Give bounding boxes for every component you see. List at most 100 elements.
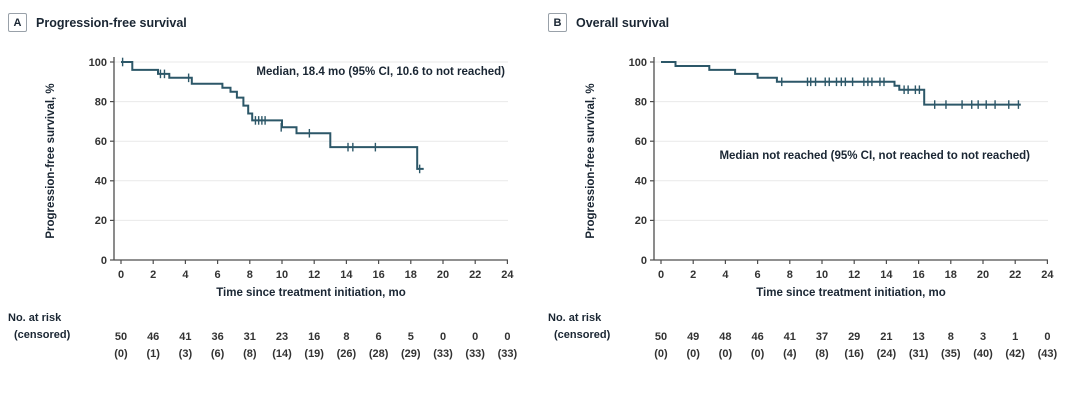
y-tick-label: 40 <box>635 176 647 188</box>
at-risk-value: 41 <box>179 331 191 343</box>
median-annotation-b: Median not reached (95% CI, not reached … <box>719 150 1030 162</box>
y-axis-label: Progression-free survival, % <box>585 83 597 238</box>
at-risk-value: 8 <box>948 331 954 343</box>
x-tick-label: 16 <box>912 269 924 281</box>
x-tick-label: 18 <box>405 269 417 281</box>
at-risk-value: 3 <box>980 331 986 343</box>
at-risk-value: 29 <box>848 331 860 343</box>
censored-value: (8) <box>243 348 257 360</box>
censored-value: (3) <box>179 348 193 360</box>
at-risk-value: 6 <box>376 331 382 343</box>
y-tick-label: 20 <box>95 215 107 227</box>
x-tick-label: 24 <box>1041 269 1054 281</box>
censored-value: (28) <box>369 348 389 360</box>
y-tick-label: 80 <box>635 96 647 108</box>
x-tick-label: 12 <box>308 269 320 281</box>
censored-value: (24) <box>877 348 897 360</box>
at-risk-value: 16 <box>308 331 320 343</box>
censored-value: (8) <box>815 348 829 360</box>
censored-value: (35) <box>941 348 961 360</box>
censored-value: (0) <box>114 348 128 360</box>
panel-b-header: B Overall survival <box>548 13 669 32</box>
censored-value: (0) <box>719 348 733 360</box>
at-risk-value: 0 <box>504 331 510 343</box>
at-risk-label-a: No. at risk <box>8 312 62 324</box>
x-tick-label: 22 <box>1009 269 1021 281</box>
at-risk-value: 46 <box>147 331 159 343</box>
at-risk-value: 50 <box>655 331 667 343</box>
censored-value: (4) <box>783 348 797 360</box>
x-tick-label: 8 <box>787 269 793 281</box>
at-risk-value: 49 <box>687 331 699 343</box>
censored-value: (1) <box>146 348 160 360</box>
panel-a-header: A Progression-free survival <box>8 13 187 32</box>
y-tick-label: 80 <box>95 96 107 108</box>
x-tick-label: 2 <box>690 269 696 281</box>
at-risk-label-b: No. at risk <box>548 312 602 324</box>
x-tick-label: 22 <box>469 269 481 281</box>
y-tick-label: 0 <box>641 255 647 267</box>
median-annotation-a: Median, 18.4 mo (95% CI, 10.6 to not rea… <box>256 66 505 78</box>
censored-value: (33) <box>498 348 518 360</box>
y-tick-label: 20 <box>635 215 647 227</box>
x-tick-label: 12 <box>848 269 860 281</box>
x-tick-label: 20 <box>437 269 449 281</box>
x-tick-label: 6 <box>755 269 761 281</box>
censored-value: (6) <box>211 348 225 360</box>
x-tick-label: 0 <box>118 269 124 281</box>
x-tick-label: 14 <box>880 269 893 281</box>
censored-value: (14) <box>272 348 292 360</box>
panel-b-title: Overall survival <box>576 15 670 30</box>
at-risk-value: 0 <box>472 331 478 343</box>
censored-value: (33) <box>433 348 453 360</box>
x-axis-label: Time since treatment initiation, mo <box>216 287 406 299</box>
y-tick-label: 60 <box>95 136 107 148</box>
x-tick-label: 20 <box>977 269 989 281</box>
censored-value: (19) <box>304 348 324 360</box>
y-tick-label: 60 <box>635 136 647 148</box>
y-tick-label: 0 <box>101 255 107 267</box>
x-tick-label: 4 <box>182 269 189 281</box>
censored-value: (16) <box>844 348 864 360</box>
x-tick-label: 24 <box>501 269 514 281</box>
at-risk-value: 36 <box>211 331 223 343</box>
at-risk-value: 23 <box>276 331 288 343</box>
x-tick-label: 10 <box>816 269 828 281</box>
panel-overall-survival: B Overall survival 0 20 40 60 80 100 0 2 4 6 8 10 12… <box>540 0 1080 400</box>
at-risk-value: 1 <box>1012 331 1018 343</box>
at-risk-value: 31 <box>244 331 256 343</box>
censored-value: (0) <box>686 348 700 360</box>
panel-a-letter-badge: A <box>8 13 27 32</box>
at-risk-value: 21 <box>880 331 892 343</box>
at-risk-value: 48 <box>719 331 731 343</box>
x-tick-label: 2 <box>150 269 156 281</box>
x-tick-label: 16 <box>372 269 384 281</box>
at-risk-value: 13 <box>912 331 924 343</box>
x-tick-label: 8 <box>247 269 253 281</box>
at-risk-value: 8 <box>343 331 349 343</box>
censored-value: (40) <box>973 348 993 360</box>
panel-b-letter-badge: B <box>548 13 567 32</box>
censored-value: (43) <box>1038 348 1058 360</box>
at-risk-value: 37 <box>816 331 828 343</box>
censored-value: (42) <box>1005 348 1025 360</box>
y-tick-label: 100 <box>89 57 107 69</box>
x-tick-label: 18 <box>945 269 957 281</box>
x-tick-label: 6 <box>215 269 221 281</box>
at-risk-value: 50 <box>115 331 127 343</box>
x-tick-label: 4 <box>722 269 729 281</box>
y-tick-label: 100 <box>629 57 647 69</box>
panel-a-title: Progression-free survival <box>36 15 187 30</box>
y-tick-label: 40 <box>95 176 107 188</box>
y-axis-label: Progression-free survival, % <box>45 83 57 238</box>
survival-curve <box>121 61 424 170</box>
x-tick-label: 14 <box>340 269 353 281</box>
censored-value: (29) <box>401 348 421 360</box>
at-risk-value: 0 <box>440 331 446 343</box>
x-tick-label: 0 <box>658 269 664 281</box>
panel-progression-free-survival: A Progression-free survival 0 20 40 60 80 100… <box>8 13 518 360</box>
at-risk-value: 46 <box>751 331 763 343</box>
censored-value: (31) <box>909 348 929 360</box>
